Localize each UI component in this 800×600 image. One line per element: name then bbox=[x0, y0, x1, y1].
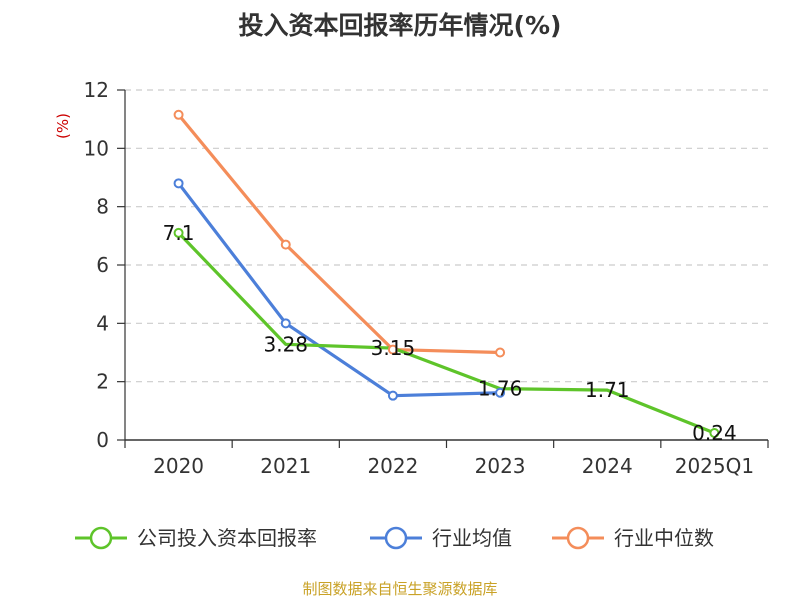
legend-label: 公司投入资本回报率 bbox=[137, 526, 317, 550]
series-line bbox=[177, 182, 501, 398]
y-tick-label: 0 bbox=[96, 428, 109, 452]
data-label: 7.1 bbox=[163, 221, 195, 245]
legend: 公司投入资本回报率 行业均值 行业中位数 bbox=[75, 526, 714, 550]
data-point bbox=[387, 344, 398, 355]
data-point bbox=[173, 178, 184, 189]
chart-title: 投入资本回报率历年情况(%) bbox=[238, 11, 562, 40]
x-tick-label: 2022 bbox=[367, 454, 418, 478]
x-tick-label: 2020 bbox=[153, 454, 204, 478]
data-label: 3.15 bbox=[371, 336, 416, 360]
grid-layer bbox=[125, 89, 768, 383]
y-axis-unit: (%) bbox=[54, 113, 72, 139]
series-line bbox=[177, 231, 716, 435]
data-label: 1.71 bbox=[585, 378, 630, 402]
legend-label: 行业中位数 bbox=[614, 526, 714, 550]
y-tick-label: 12 bbox=[84, 78, 109, 102]
x-tick-label: 2021 bbox=[260, 454, 311, 478]
y-tick-label: 10 bbox=[84, 136, 109, 160]
data-point bbox=[280, 239, 291, 250]
x-tick-label: 2023 bbox=[475, 454, 526, 478]
y-tick-label: 2 bbox=[96, 370, 109, 394]
data-point bbox=[495, 347, 506, 358]
legend-swatch-marker bbox=[384, 526, 408, 550]
data-point bbox=[173, 109, 184, 120]
legend-swatch-marker bbox=[89, 526, 113, 550]
data-label: 3.28 bbox=[263, 332, 308, 356]
axis-layer: 0 2 4 6 8 10 12 (%) 2020 2021 2022 2023 2024 2025Q1 bbox=[54, 78, 769, 478]
data-point bbox=[387, 390, 398, 401]
label-layer: 7.1 3.28 3.15 1.76 1.71 0.24 bbox=[163, 221, 737, 445]
y-tick-label: 4 bbox=[96, 311, 109, 335]
y-tick-label: 6 bbox=[96, 253, 109, 277]
data-label: 0.24 bbox=[692, 421, 737, 445]
legend-label: 行业均值 bbox=[432, 526, 512, 550]
source-note: 制图数据来自恒生聚源数据库 bbox=[302, 580, 498, 598]
series-layer bbox=[173, 109, 720, 438]
data-label: 1.76 bbox=[478, 377, 523, 401]
legend-swatch-marker bbox=[566, 526, 590, 550]
data-point bbox=[173, 227, 184, 238]
y-tick-label: 8 bbox=[96, 195, 109, 219]
data-point bbox=[709, 428, 720, 438]
data-point bbox=[280, 318, 291, 329]
x-tick-label: 2025Q1 bbox=[675, 454, 754, 478]
data-point bbox=[495, 387, 506, 398]
x-tick-label: 2024 bbox=[582, 454, 633, 478]
series-line bbox=[177, 113, 501, 355]
